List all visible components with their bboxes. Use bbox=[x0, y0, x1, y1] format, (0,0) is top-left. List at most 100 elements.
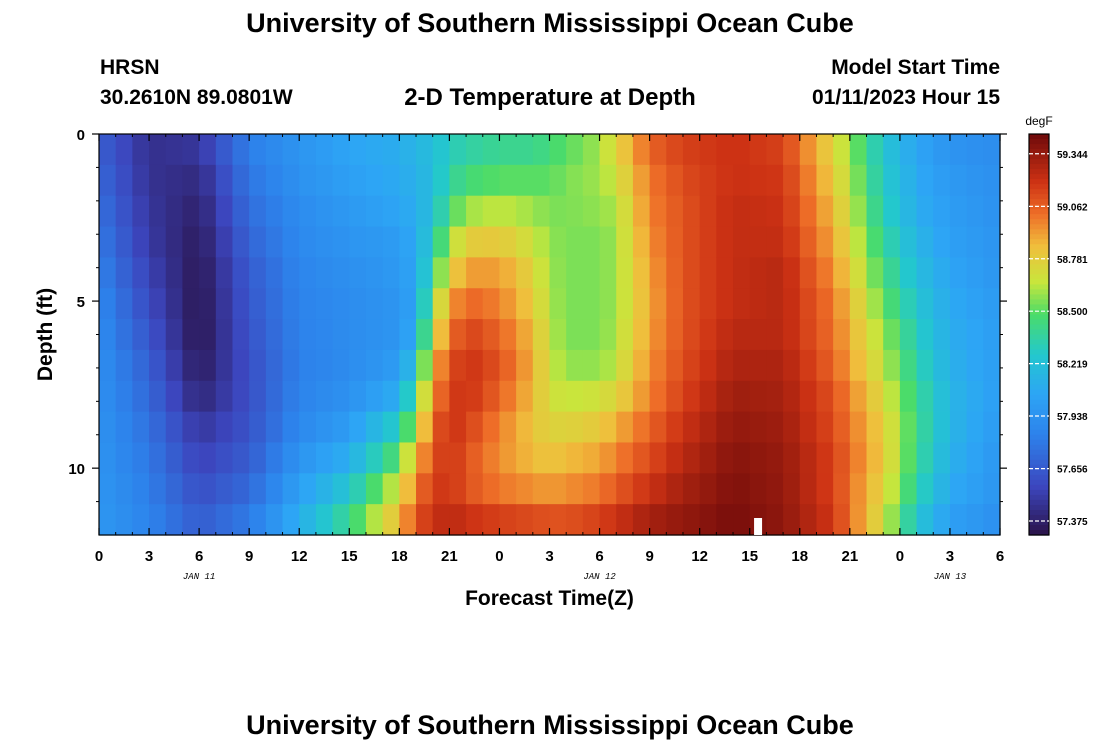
heatmap-cell bbox=[349, 195, 367, 228]
colorbar-segment bbox=[1029, 454, 1049, 461]
heatmap-cell bbox=[115, 442, 133, 474]
heatmap-cell bbox=[449, 195, 467, 228]
colorbar-segment bbox=[1029, 329, 1049, 336]
heatmap-cell bbox=[132, 504, 150, 536]
heatmap-cell bbox=[716, 380, 734, 413]
colorbar-segment bbox=[1029, 259, 1049, 265]
colorbar-segment bbox=[1029, 149, 1049, 155]
heatmap-cell bbox=[766, 411, 784, 444]
heatmap-cell bbox=[482, 226, 501, 258]
heatmap-cell bbox=[566, 504, 584, 536]
heatmap-cell bbox=[516, 442, 534, 474]
heatmap-cell bbox=[682, 319, 701, 351]
heatmap-cell bbox=[382, 195, 400, 228]
heatmap-cell bbox=[716, 473, 734, 505]
heatmap-cell bbox=[399, 288, 417, 320]
heatmap-cell bbox=[499, 164, 517, 197]
heatmap-cell bbox=[783, 504, 801, 536]
heatmap-cell bbox=[599, 226, 617, 258]
colorbar-segment bbox=[1029, 224, 1049, 230]
heatmap-cell bbox=[632, 411, 651, 444]
heatmap-cell bbox=[315, 411, 334, 444]
heatmap-cell bbox=[799, 288, 818, 320]
colorbar-segment bbox=[1029, 519, 1049, 526]
colorbar-unit: degF bbox=[1025, 114, 1052, 128]
heatmap-cell bbox=[115, 195, 133, 228]
colorbar-segment bbox=[1029, 414, 1049, 421]
heatmap-cell bbox=[616, 442, 634, 474]
heatmap-cell bbox=[933, 442, 951, 474]
heatmap-cell bbox=[165, 504, 184, 536]
heatmap-cell bbox=[599, 288, 617, 320]
colorbar-segment bbox=[1029, 379, 1049, 386]
colorbar-segment bbox=[1029, 434, 1049, 441]
heatmap-cell bbox=[666, 380, 684, 413]
heatmap-cell bbox=[416, 504, 434, 536]
heatmap-cell bbox=[783, 164, 801, 197]
heatmap-cell bbox=[232, 411, 250, 444]
heatmap-cell bbox=[666, 164, 684, 197]
y-axis-label: Depth (ft) bbox=[34, 288, 57, 381]
heatmap-cell bbox=[799, 226, 818, 258]
heatmap-cell bbox=[349, 319, 367, 351]
heatmap-cell bbox=[733, 257, 751, 289]
heatmap-cell bbox=[99, 195, 117, 228]
x-tick-label: 21 bbox=[841, 548, 858, 565]
heatmap-cell bbox=[582, 504, 601, 536]
heatmap-cell bbox=[149, 349, 167, 382]
heatmap-cell bbox=[182, 195, 200, 228]
heatmap-cell bbox=[833, 442, 851, 474]
heatmap-cell bbox=[249, 164, 267, 197]
heatmap-cell bbox=[265, 380, 284, 413]
heatmap-cell bbox=[949, 319, 968, 351]
heatmap-cell bbox=[766, 134, 784, 166]
heatmap-cell bbox=[699, 504, 717, 536]
heatmap-cell bbox=[916, 473, 934, 505]
colorbar-segment bbox=[1029, 134, 1049, 140]
heatmap-cell bbox=[866, 226, 884, 258]
heatmap-cell bbox=[332, 288, 350, 320]
colorbar-segment bbox=[1029, 219, 1049, 225]
heatmap-cell bbox=[365, 134, 384, 166]
heatmap-cell bbox=[315, 442, 334, 474]
heatmap-cell bbox=[365, 349, 384, 382]
heatmap-cell bbox=[883, 257, 901, 289]
heatmap-cell bbox=[632, 164, 651, 197]
heatmap-cell bbox=[265, 164, 284, 197]
heatmap-cell bbox=[482, 257, 501, 289]
colorbar-segment bbox=[1029, 439, 1049, 446]
heatmap-cell bbox=[616, 164, 634, 197]
heatmap-cell bbox=[649, 195, 667, 228]
heatmap-cell bbox=[566, 473, 584, 505]
heatmap-cell bbox=[766, 195, 784, 228]
colorbar-segment bbox=[1029, 529, 1049, 536]
heatmap-cell bbox=[282, 195, 300, 228]
heatmap-cell bbox=[282, 134, 300, 166]
chart-subtitle: 2-D Temperature at Depth bbox=[404, 84, 696, 111]
heatmap-cell bbox=[532, 442, 551, 474]
heatmap-cell bbox=[549, 504, 567, 536]
heatmap-cell bbox=[99, 380, 117, 413]
heatmap-cell bbox=[766, 380, 784, 413]
heatmap-cell bbox=[933, 195, 951, 228]
heatmap-cell bbox=[716, 134, 734, 166]
heatmap-cell bbox=[482, 164, 501, 197]
heatmap-cell bbox=[699, 349, 717, 382]
heatmap-cell bbox=[566, 349, 584, 382]
heatmap-cell bbox=[299, 442, 317, 474]
heatmap-cell bbox=[365, 288, 384, 320]
colorbar-segment bbox=[1029, 314, 1049, 321]
colorbar-segment bbox=[1029, 269, 1049, 275]
heatmap-cell bbox=[616, 257, 634, 289]
heatmap-cell bbox=[749, 288, 768, 320]
heatmap-cell bbox=[566, 442, 584, 474]
heatmap-cell bbox=[849, 226, 868, 258]
heatmap-cell bbox=[399, 504, 417, 536]
heatmap-cell bbox=[215, 411, 234, 444]
heatmap-cell bbox=[883, 349, 901, 382]
x-tick-label: 0 bbox=[495, 548, 503, 565]
heatmap-cell bbox=[282, 226, 300, 258]
heatmap-cell bbox=[766, 504, 784, 536]
y-tick-label: 10 bbox=[68, 461, 85, 478]
heatmap-cell bbox=[933, 319, 951, 351]
